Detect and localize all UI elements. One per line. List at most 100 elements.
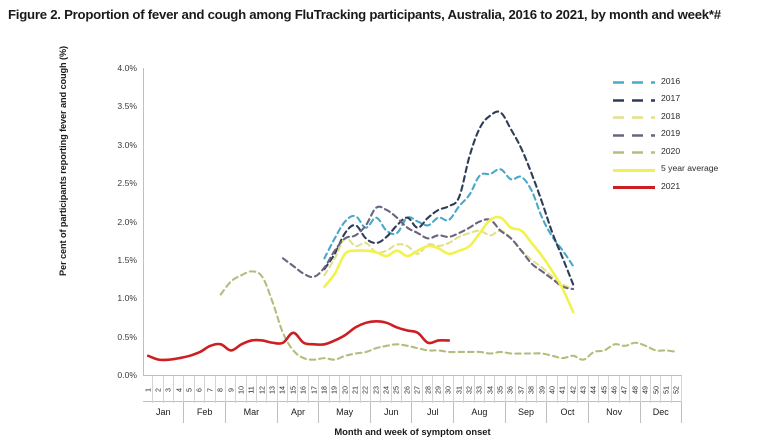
- x-axis-week-cell: 4: [174, 376, 185, 403]
- x-axis-month-cell: Dec: [641, 402, 682, 423]
- x-axis-week-cell: 30: [444, 376, 454, 403]
- legend-item-2019[interactable]: 2019: [612, 125, 762, 143]
- x-axis-month-label: Dec: [652, 407, 669, 417]
- chart-legend: 2016 2017 2018 2019 2020 5 year average 2021: [612, 72, 762, 195]
- x-axis-week-cell: 28: [423, 376, 434, 403]
- x-axis-week-label: 43: [578, 385, 588, 394]
- x-axis-week-label: 9: [226, 387, 236, 392]
- x-axis-week-cell: 31: [454, 376, 465, 403]
- legend-swatch-icon: [612, 75, 656, 86]
- legend-label: 2021: [661, 180, 681, 191]
- x-axis-week-label: 15: [288, 385, 298, 394]
- y-axis-tick-label: 3.5%: [117, 101, 137, 112]
- x-axis-week-cell: 13: [267, 376, 278, 403]
- x-axis-week-label: 30: [443, 385, 453, 394]
- x-axis-week-cell: 51: [661, 376, 672, 403]
- y-axis-tick-label: 4.0%: [117, 63, 137, 73]
- x-axis-week-cell: 3: [164, 376, 175, 403]
- legend-swatch-icon: [612, 93, 656, 104]
- x-axis-week-cell: 45: [599, 376, 610, 403]
- x-axis-month-label: Jul: [426, 407, 439, 417]
- x-axis-week-cell: 32: [464, 376, 475, 403]
- x-axis-week-label: 12: [257, 385, 267, 394]
- x-axis-month-cell: Aug: [454, 402, 506, 423]
- legend-item-2018[interactable]: 2018: [612, 107, 762, 125]
- legend-label: 5 year average: [661, 163, 719, 174]
- x-axis-week-label: 2: [153, 387, 163, 392]
- x-axis-week-label: 52: [671, 385, 681, 394]
- y-axis-title: Per cent of participants reporting fever…: [58, 46, 68, 276]
- x-axis-week-label: 39: [537, 385, 547, 394]
- legend-item-2021[interactable]: 2021: [612, 177, 762, 195]
- x-axis-week-label: 13: [267, 385, 277, 394]
- x-axis-week-label: 14: [277, 385, 287, 394]
- y-axis-tick-label: 1.0%: [117, 293, 137, 304]
- x-axis-month-cell: May: [319, 402, 372, 423]
- legend-label: 2018: [661, 110, 681, 121]
- x-axis-week-label: 47: [619, 385, 629, 394]
- x-axis-week-cell: 2: [153, 376, 164, 403]
- x-axis-month-label: May: [336, 407, 354, 417]
- x-axis-week-label: 22: [360, 385, 370, 394]
- x-axis-week-cell: 49: [641, 376, 651, 403]
- x-axis-week-cell: 33: [474, 376, 486, 403]
- x-axis-week-cell: 21: [350, 376, 361, 403]
- x-axis-week-label: 11: [246, 385, 256, 394]
- x-axis-week-label: 33: [474, 385, 484, 394]
- x-axis-title: Month and week of symptom onset: [334, 426, 491, 437]
- x-axis-month-cell: Mar: [226, 402, 278, 423]
- x-axis-week-cell: 47: [619, 376, 631, 403]
- x-axis-week-label: 10: [236, 385, 246, 394]
- x-axis-week-cell: 48: [630, 376, 641, 403]
- legend-item-2020[interactable]: 2020: [612, 142, 762, 160]
- x-axis-month-cell: Jun: [371, 402, 413, 423]
- x-axis-week-cell: 26: [402, 376, 413, 403]
- x-axis-week-cell: 38: [527, 376, 537, 403]
- x-axis-week-cell: 52: [672, 376, 682, 403]
- x-axis-week-cell: 44: [589, 376, 600, 403]
- x-axis-week-label: 5: [184, 387, 194, 392]
- x-axis-week-label: 21: [350, 385, 360, 394]
- x-axis-week-label: 26: [402, 385, 412, 394]
- x-axis-week-label: 42: [568, 385, 578, 394]
- x-axis-month-label: Feb: [196, 407, 213, 417]
- x-axis-week-label: 36: [505, 385, 515, 394]
- x-axis-week-cell: 41: [558, 376, 568, 403]
- x-axis-month-label: Nov: [606, 407, 623, 417]
- x-axis-week-cell: 16: [298, 376, 309, 403]
- legend-swatch-icon: [612, 180, 656, 191]
- x-axis-month-cell: Sep: [506, 402, 548, 423]
- legend-item-5-year-average[interactable]: 5 year average: [612, 160, 762, 178]
- legend-swatch-icon: [612, 163, 656, 174]
- x-axis-week-label: 27: [412, 385, 422, 394]
- x-axis-week-cell: 10: [236, 376, 247, 403]
- x-axis-week-cell: 50: [651, 376, 662, 403]
- x-axis-week-cell: 25: [392, 376, 403, 403]
- legend-item-2017[interactable]: 2017: [612, 90, 762, 108]
- x-axis-week-label: 24: [381, 385, 391, 394]
- x-axis-week-cell: 12: [257, 376, 268, 403]
- legend-label: 2020: [661, 145, 681, 156]
- x-axis-week-label: 29: [433, 385, 443, 394]
- x-axis: 1 2 3 4 5 6 7 8 9 10 11 12 13 14 15 16 17 18 19 20 21 22 23 24 2…: [143, 375, 682, 423]
- x-axis-month-row: Jan Feb Mar Apr May Jun Jul Aug Sep Oct Nov Dec: [143, 402, 682, 423]
- x-axis-month-cell: Jan: [143, 402, 185, 423]
- x-axis-week-cell: 15: [288, 376, 299, 403]
- x-axis-week-cell: 43: [578, 376, 589, 403]
- x-axis-month-label: Jun: [383, 407, 399, 417]
- x-axis-week-cell: 5: [184, 376, 195, 403]
- series-line-2018: [323, 229, 575, 291]
- x-axis-week-cell: 40: [547, 376, 558, 403]
- x-axis-week-label: 34: [485, 385, 495, 394]
- x-axis-week-label: 1: [143, 387, 153, 392]
- series-line-2016: [323, 168, 575, 268]
- x-axis-week-label: 49: [640, 385, 650, 394]
- x-axis-week-cell: 14: [277, 376, 289, 403]
- x-axis-week-label: 6: [194, 387, 204, 392]
- x-axis-week-label: 7: [205, 387, 215, 392]
- x-axis-week-label: 40: [547, 385, 557, 394]
- x-axis-month-cell: Feb: [184, 402, 226, 423]
- x-axis-week-label: 31: [454, 385, 464, 394]
- x-axis-week-label: 35: [495, 385, 505, 394]
- legend-item-2016[interactable]: 2016: [612, 72, 762, 90]
